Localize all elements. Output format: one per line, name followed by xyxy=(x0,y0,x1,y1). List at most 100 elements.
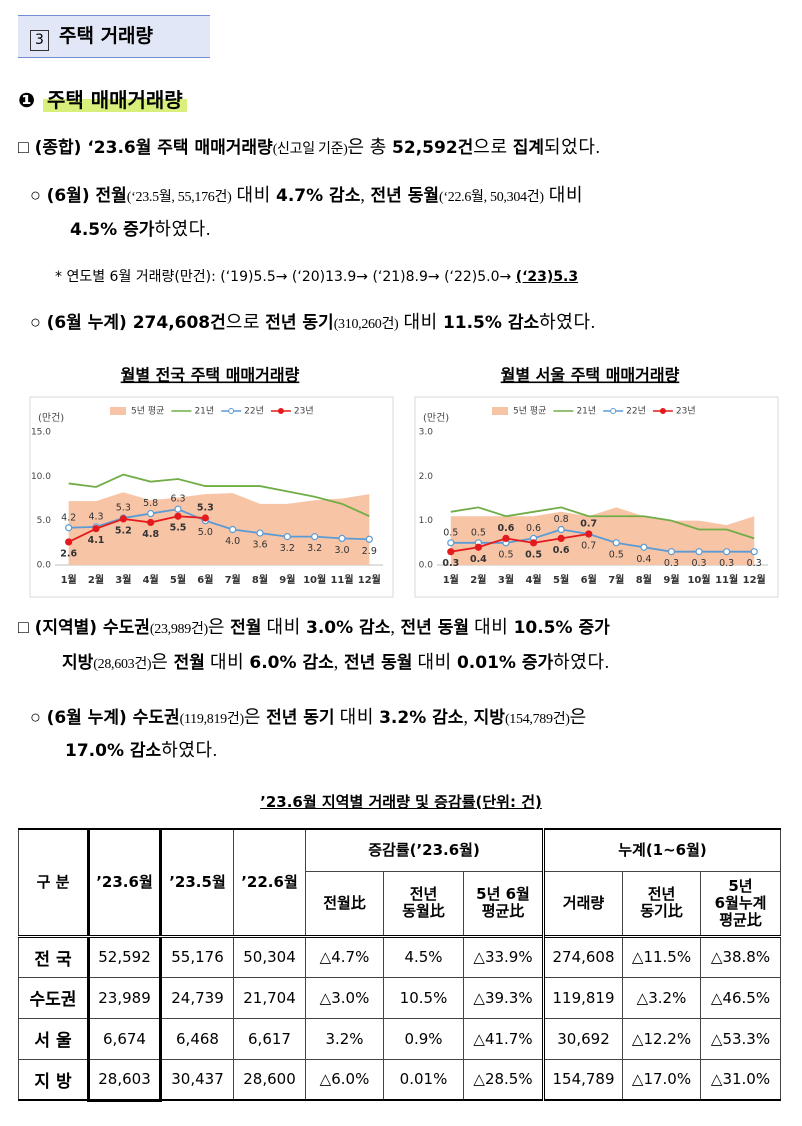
data-label: 5.5 xyxy=(170,523,187,534)
legend-swatch xyxy=(110,407,126,415)
text-line: * 연도별 6월 거래량(만건): (‘19)5.5→ (‘20)13.9→ (… xyxy=(55,262,578,288)
sub-heading: ❶ 주택 매매거래량 xyxy=(18,86,187,114)
text-line: 지방(28,603건)은 전월 대비 6.0% 감소, 전년 동월 대비 0.0… xyxy=(62,649,610,675)
y-tick-label: 0.0 xyxy=(37,561,52,571)
table-cell: △4.7% xyxy=(305,934,384,978)
x-tick-label: 9월 xyxy=(279,574,295,586)
text-segment: 으로 xyxy=(225,312,266,332)
text-segment: 4.7% 감소 xyxy=(275,186,361,206)
y-axis-label: (만건) xyxy=(423,412,449,424)
data-label: 0.5 xyxy=(498,549,513,560)
marker xyxy=(529,539,538,547)
table-cell: △33.9% xyxy=(463,934,544,978)
line xyxy=(450,528,755,553)
text-segment: , xyxy=(390,617,401,637)
marker xyxy=(201,514,209,522)
marker xyxy=(447,539,455,547)
table-cell: △17.0% xyxy=(622,1058,701,1101)
table-cell: 119,819 xyxy=(542,976,623,1019)
legend-label: 5년 평균 xyxy=(513,406,546,417)
text-segment: (6월 누계) 수도권 xyxy=(46,708,180,728)
chart-frame xyxy=(29,396,394,598)
legend-marker xyxy=(659,408,666,414)
marker xyxy=(119,515,127,523)
table-cell: △31.0% xyxy=(700,1058,781,1101)
marker xyxy=(557,534,565,543)
section-header: 3 주택 거래량 xyxy=(18,15,210,58)
text-segment: 0.01% 증가 xyxy=(456,653,554,673)
table-cell: 3.2% xyxy=(305,1017,384,1060)
y-tick-label: 3.0 xyxy=(419,428,434,438)
text-segment: □ xyxy=(18,617,35,637)
subheader-cell: 전년 동기比 xyxy=(622,870,701,937)
table-cell: 6,674 xyxy=(87,1017,162,1060)
legend-label: 23년 xyxy=(294,406,314,417)
text-segment: 대비 xyxy=(412,652,457,672)
table-cell: △12.2% xyxy=(622,1017,701,1060)
x-tick-label: 8월 xyxy=(636,574,652,586)
subheader-cell: 거래량 xyxy=(542,870,623,937)
table-cell: △39.3% xyxy=(463,976,544,1019)
marker xyxy=(447,548,455,556)
data-label: 5.3 xyxy=(116,503,131,514)
text-segment: , xyxy=(360,185,371,205)
chart-frame xyxy=(414,396,779,598)
text-segment: , xyxy=(333,652,344,672)
row-header: 지 방 xyxy=(18,1058,89,1101)
data-label: 0.3 xyxy=(747,558,762,569)
y-tick-label: 10.0 xyxy=(31,472,51,482)
x-tick-label: 6월 xyxy=(197,574,213,586)
table-cell: △38.8% xyxy=(700,934,781,978)
charts: 월별 전국 주택 매매거래량 (만건) 0.0 5.0 10.0 15.0 1월 2월 3월 4월… xyxy=(29,366,779,598)
marker xyxy=(750,548,758,556)
line xyxy=(68,473,370,518)
header-cell: ’23.6월 xyxy=(87,828,162,937)
marker xyxy=(65,524,73,532)
row-header: 전 국 xyxy=(18,934,89,978)
text-segment: 17.0% 감소 xyxy=(65,741,162,761)
x-tick-label: 10월 xyxy=(303,574,326,586)
x-tick-label: 3월 xyxy=(115,574,131,586)
table-row: 서 울 6,674 6,468 6,617 3.2% 0.9% △41.7% 30,692 △1… xyxy=(18,1017,781,1060)
marker xyxy=(557,525,565,534)
marker xyxy=(502,534,510,543)
data-label: 2.9 xyxy=(362,546,377,557)
data-label: 0.3 xyxy=(691,558,706,569)
text-segment: (지역별) 수도권 xyxy=(34,618,150,638)
area xyxy=(68,492,370,565)
text-segment: 하였다. xyxy=(161,740,218,760)
marker xyxy=(640,543,648,551)
legend-label: 21년 xyxy=(194,406,214,417)
text-segment: 6.0% 감소 xyxy=(249,653,334,673)
data-table: 구 분 ’23.6월 ’23.5월 ’22.6월 증감률(’23.6월) 누계(… xyxy=(18,828,781,1102)
text-segment: 은 총 xyxy=(347,137,393,157)
data-label: 3.6 xyxy=(252,540,267,551)
legend-label: 22년 xyxy=(626,406,646,417)
table-cell: △46.5% xyxy=(700,976,781,1019)
table-cell: 52,592 xyxy=(87,934,162,978)
x-tick-label: 4월 xyxy=(525,574,541,586)
data-label: 0.3 xyxy=(442,558,459,569)
table-row: 지 방 28,603 30,437 28,600 △6.0% 0.01% △28.5% 154… xyxy=(18,1058,781,1102)
text-segment: (‘22.6월, 50,304건) xyxy=(439,190,544,205)
header-cell: ’23.5월 xyxy=(160,828,234,937)
text-segment: * 연도별 6월 거래량(만건): (‘19)5.5→ (‘20)13.9→ (… xyxy=(55,269,516,285)
text-segment: 대비 xyxy=(261,617,306,637)
text-segment: (154,789건) xyxy=(504,712,570,727)
marker xyxy=(474,543,482,551)
table-cell: 10.5% xyxy=(383,976,464,1019)
table-cell: △6.0% xyxy=(305,1058,384,1101)
data-label: 4.1 xyxy=(88,535,105,546)
text-segment: 전년 동기 xyxy=(265,313,334,333)
y-tick-label: 5.0 xyxy=(37,516,52,526)
data-label: 0.7 xyxy=(581,540,596,551)
y-axis-label: (만건) xyxy=(38,412,64,424)
marker xyxy=(311,533,319,541)
text-line: 4.5% 증가하였다. xyxy=(70,216,211,242)
text-segment: 하였다. xyxy=(539,312,596,332)
row-header: 수도권 xyxy=(18,976,89,1019)
text-segment: ○ xyxy=(30,312,47,332)
marker xyxy=(365,535,373,543)
table-cell: 6,468 xyxy=(160,1017,234,1060)
data-label: 4.8 xyxy=(142,529,159,540)
